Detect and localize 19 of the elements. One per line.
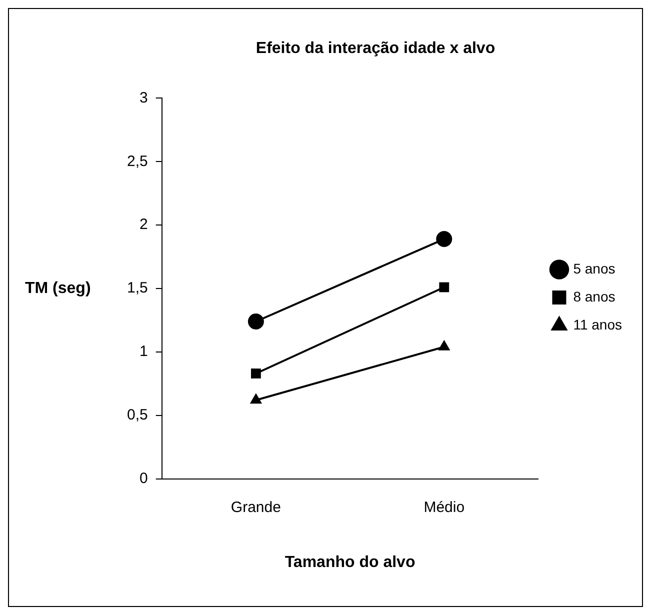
y-axis-title: TM (seg) — [25, 280, 91, 297]
y-tick-label: 3 — [140, 89, 148, 106]
x-tick-label: Médio — [424, 498, 465, 516]
legend-label: 11 anos — [573, 316, 622, 332]
x-axis-title: Tamanho do alvo — [284, 554, 416, 571]
chart-title: Efeito da interação idade x alvo — [256, 40, 496, 58]
y-tick-label: 0 — [140, 470, 148, 487]
y-tick-label: 0,5 — [126, 406, 148, 424]
y-tick-label: 1,5 — [126, 280, 148, 297]
point — [248, 313, 264, 330]
x-tick-label: Grande — [230, 498, 281, 516]
point — [250, 368, 261, 378]
y-tick-label: 2,5 — [126, 152, 148, 170]
legend-label: 5 anos — [573, 260, 616, 276]
y-tick-label: 2 — [140, 216, 148, 234]
point — [439, 282, 450, 292]
legend-label: 8 anos — [573, 288, 616, 304]
y-tick-label: 1 — [140, 343, 148, 360]
point — [436, 231, 452, 248]
